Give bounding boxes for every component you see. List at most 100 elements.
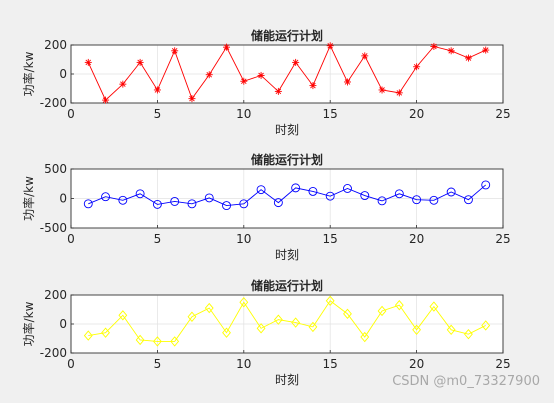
data-point-circle: [343, 184, 352, 193]
data-point-circle: [377, 196, 387, 206]
data-point-circle: [446, 187, 456, 197]
data-point-star: [119, 80, 127, 88]
data-point-star: [223, 43, 231, 51]
data-point-diamond: [187, 311, 197, 322]
y-axis-label: 功率/kw: [21, 176, 36, 221]
series-line-1: [88, 300, 486, 342]
data-point-circle: [325, 191, 335, 201]
data-point-star: [240, 77, 248, 85]
chart-title: 储能运行计划: [251, 278, 323, 293]
data-point-circle: [429, 195, 439, 205]
axes-frame: [70, 168, 504, 229]
data-point-circle: [204, 193, 214, 203]
x-axis-label: 时刻: [275, 123, 299, 137]
data-point-star: [430, 42, 438, 50]
data-point-circle: [291, 183, 301, 193]
data-point-diamond: [394, 299, 404, 311]
data-point-star: [153, 86, 161, 94]
x-tick-label: 20: [409, 357, 424, 371]
data-point-star: [326, 42, 334, 50]
y-tick-label: -500: [40, 221, 67, 235]
data-point-circle: [308, 186, 318, 196]
data-point-star: [378, 86, 386, 94]
y-tick-label: 0: [59, 67, 67, 81]
x-tick-label: 0: [67, 357, 75, 371]
x-tick-label: 10: [236, 232, 251, 246]
data-point-star: [257, 71, 265, 79]
x-tick-label: 25: [495, 357, 510, 371]
y-axis-label: 功率/kw: [21, 51, 36, 96]
data-point-diamond: [360, 331, 370, 343]
y-tick-label: 200: [44, 38, 67, 52]
x-tick-label: 5: [154, 107, 162, 121]
data-point-circle: [463, 195, 473, 205]
data-point-star: [84, 58, 92, 66]
y-tick-label: 0: [59, 317, 67, 331]
data-point-star: [292, 58, 300, 66]
data-point-circle: [222, 201, 231, 211]
data-point-star: [205, 71, 213, 79]
data-point-diamond: [135, 334, 145, 346]
axes-frame: [70, 44, 504, 104]
data-point-circle: [394, 189, 404, 199]
data-point-star: [274, 87, 282, 95]
watermark: CSDN @m0_73327900: [392, 374, 540, 389]
chart-title: 储能运行计划: [251, 28, 323, 43]
y-tick-label: 500: [44, 162, 67, 176]
x-tick-label: 15: [323, 232, 338, 246]
x-tick-label: 15: [323, 107, 338, 121]
data-point-diamond: [446, 324, 456, 335]
x-tick-label: 25: [495, 232, 510, 246]
data-point-diamond: [118, 310, 128, 321]
y-tick-label: -200: [40, 96, 67, 110]
data-point-diamond: [239, 297, 249, 308]
axes-frame: [70, 294, 504, 354]
y-axis-label: 功率/kw: [21, 301, 36, 346]
x-tick-label: 20: [409, 232, 424, 246]
data-point-circle: [152, 199, 162, 209]
data-point-star: [464, 54, 472, 62]
data-point-diamond: [377, 305, 387, 317]
data-point-circle: [412, 195, 422, 205]
data-point-star: [309, 82, 317, 90]
data-point-star: [343, 78, 351, 86]
x-tick-label: 5: [154, 357, 162, 371]
y-tick-label: -200: [40, 346, 67, 360]
data-point-diamond: [343, 308, 352, 320]
data-point-diamond: [256, 323, 266, 334]
data-point-circle: [187, 199, 197, 209]
data-point-diamond: [83, 330, 93, 341]
chart-title: 储能运行计划: [251, 152, 323, 167]
data-point-circle: [101, 192, 111, 202]
data-point-diamond: [101, 327, 110, 338]
data-point-circle: [135, 189, 145, 199]
x-tick-label: 20: [409, 107, 424, 121]
data-point-star: [482, 46, 490, 54]
data-point-diamond: [291, 317, 301, 328]
x-tick-label: 25: [495, 107, 510, 121]
data-point-diamond: [481, 320, 491, 331]
data-point-diamond: [308, 321, 318, 333]
x-axis-label: 时刻: [275, 248, 299, 262]
data-point-circle: [360, 191, 370, 201]
data-point-star: [413, 63, 421, 71]
data-point-star: [447, 47, 455, 55]
data-point-circle: [481, 180, 491, 190]
series-line-1: [87, 44, 486, 101]
x-tick-label: 0: [67, 107, 75, 121]
data-point-star: [188, 95, 196, 103]
data-point-star: [395, 89, 403, 97]
data-point-circle: [256, 185, 266, 195]
data-point-circle: [170, 196, 180, 206]
data-point-diamond: [464, 328, 473, 340]
data-point-star: [102, 96, 110, 104]
series-line-1: [88, 184, 487, 207]
data-point-circle: [118, 195, 128, 205]
data-point-diamond: [204, 302, 214, 314]
data-point-diamond: [273, 314, 283, 325]
x-tick-label: 10: [236, 357, 251, 371]
y-tick-label: 200: [44, 288, 67, 302]
